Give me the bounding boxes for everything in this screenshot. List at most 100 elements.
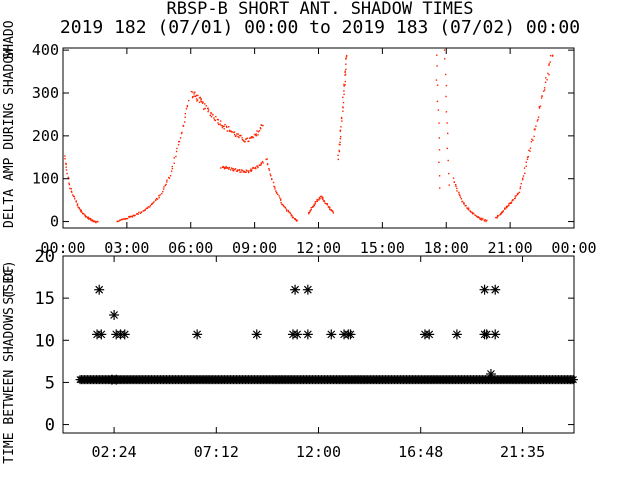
upper-data-point (129, 216, 131, 218)
upper-data-point (97, 220, 99, 223)
upper-data-point (437, 109, 440, 111)
upper-data-point (220, 124, 222, 127)
upper-data-point (514, 197, 517, 199)
upper-data-point (260, 163, 262, 165)
upper-data-point (338, 150, 341, 153)
upper-data-point (166, 181, 168, 183)
upper-data-point (163, 186, 165, 188)
upper-data-point (339, 129, 342, 131)
upper-data-point (151, 203, 153, 205)
upper-data-point (67, 176, 69, 179)
upper-data-point (230, 130, 232, 132)
upper-data-point (321, 196, 323, 198)
asterisk-data-point (302, 284, 313, 295)
upper-data-point (438, 137, 440, 139)
upper-data-point (87, 217, 89, 219)
upper-data-point (192, 96, 194, 98)
upper-data-point (265, 158, 267, 161)
upper-data-point (250, 168, 252, 170)
upper-data-point (309, 211, 311, 213)
lower-plot-frame (62, 255, 575, 434)
upper-y-axis: 0 100 200 300 400 (32, 41, 574, 231)
upper-data-point (223, 128, 225, 130)
upper-data-point (210, 112, 212, 114)
upper-data-point (526, 158, 529, 160)
upper-data-point (158, 195, 160, 197)
upper-data-point (316, 198, 318, 201)
upper-data-point (279, 197, 281, 199)
upper-data-point (254, 166, 257, 169)
upper-data-point (476, 215, 478, 217)
upper-data-point (214, 119, 216, 122)
upper-data-point (466, 208, 469, 210)
upper-data-point (325, 203, 327, 205)
asterisk-data-point (451, 329, 462, 340)
upper-data-point (436, 65, 438, 67)
upper-data-point (312, 206, 314, 208)
upper-data-point (257, 134, 259, 136)
upper-data-point (225, 125, 228, 127)
upper-data-point (542, 90, 545, 92)
upper-data-point (64, 155, 66, 157)
upper-data-point (251, 167, 254, 169)
upper-data-point (456, 190, 458, 192)
upper-data-point (342, 96, 344, 98)
upper-data-point (229, 169, 232, 171)
upper-data-point (435, 79, 438, 81)
lower-x-tick-label: 16:48 (398, 443, 443, 461)
upper-data-point (539, 105, 542, 107)
upper-data-point (286, 210, 288, 212)
upper-data-point (548, 63, 550, 65)
upper-data-point (228, 166, 231, 169)
upper-data-point (139, 212, 142, 214)
upper-data-point (252, 167, 255, 169)
upper-data-point (145, 207, 147, 210)
upper-data-point (324, 202, 326, 204)
lower-y-tick-label: 10 (35, 331, 55, 351)
upper-data-point (146, 207, 149, 209)
upper-data-point (247, 140, 249, 143)
upper-data-point (274, 188, 276, 190)
upper-data-point (469, 210, 472, 212)
upper-data-point (342, 110, 344, 112)
upper-data-point (538, 106, 540, 108)
upper-data-point (528, 149, 530, 151)
upper-data-point (448, 184, 450, 186)
upper-data-point (237, 169, 239, 171)
upper-data-point (119, 219, 122, 221)
upper-data-point (313, 204, 316, 207)
upper-data-point (332, 210, 334, 213)
upper-data-point (337, 154, 339, 156)
upper-x-axis: 00:00 03:00 06:00 09:00 12:00 15:00 18:00 21:00… (40, 48, 597, 257)
upper-data-point (70, 190, 73, 193)
upper-data-point (222, 125, 224, 128)
upper-data-point (224, 166, 226, 169)
upper-data-point (248, 137, 251, 139)
upper-data-point (452, 177, 455, 179)
upper-data-point (66, 172, 68, 175)
upper-data-point (155, 199, 157, 201)
upper-data-point (273, 185, 275, 188)
upper-data-point (231, 168, 233, 170)
upper-data-point (269, 173, 271, 175)
upper-data-point (168, 177, 171, 179)
upper-data-point (346, 54, 348, 57)
upper-data-point (549, 61, 551, 63)
upper-data-point (309, 209, 312, 212)
upper-data-point (245, 138, 248, 140)
asterisk-data-point (94, 284, 105, 295)
upper-data-point (465, 204, 467, 207)
upper-data-point (518, 191, 521, 194)
upper-data-point (445, 84, 448, 87)
upper-data-point (276, 192, 278, 194)
upper-data-point (83, 213, 85, 215)
upper-data-point (192, 91, 194, 93)
upper-data-point (255, 135, 257, 137)
upper-data-point (171, 165, 173, 168)
upper-data-point (164, 184, 166, 187)
upper-data-point (282, 204, 285, 207)
upper-data-point (122, 218, 124, 220)
upper-data-point (460, 198, 463, 200)
upper-data-point (230, 167, 233, 169)
